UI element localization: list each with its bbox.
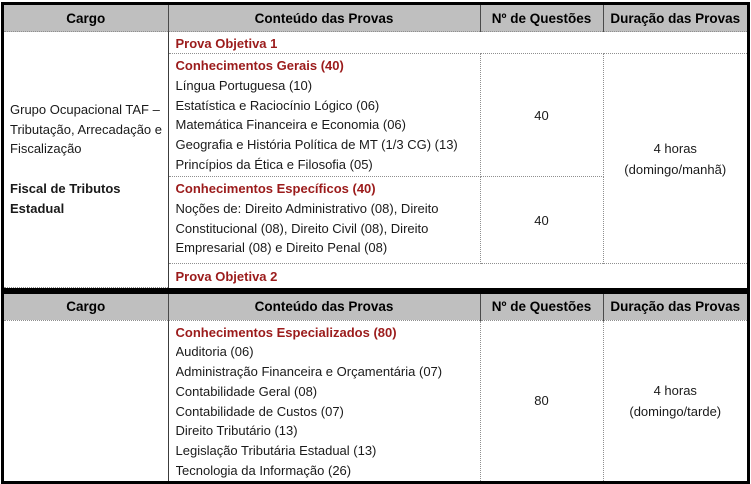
table2: Cargo Conteúdo das Provas Nº de Questões… [4,293,747,481]
duration-time: 4 horas [653,140,697,156]
duration-shift: (domingo/tarde) [629,403,722,419]
list-item: Matemática Financeira e Economia (06) [175,117,407,133]
header-duracao: Duração das Provas [602,5,747,32]
list-item: Administração Financeira e Orçamentária … [175,364,443,380]
table2-header-row: Cargo Conteúdo das Provas Nº de Questões… [4,293,747,321]
list-item: Geografia e História Política de MT (1/3… [175,137,458,153]
list-item: Legislação Tributária Estadual (13) [175,443,377,459]
list-item: Tecnologia da Informação (26) [175,463,352,479]
conhecimentos-especificos-title: Conhecimentos Específicos (40) [175,181,376,196]
list-item: Princípios da Ética e Filosofia (05) [175,156,373,172]
list-item: Contabilidade de Custos (07) [175,403,344,419]
conhecimentos-especificos-row: Conhecimentos Específicos (40) Noções de… [4,176,747,264]
table2-duration-cell: 4 horas (domingo/tarde) [602,319,747,481]
prova-objetiva-2-cell: Prova Objetiva 2 [168,263,747,287]
especializados-questions-count: 80 [479,319,604,481]
prova-objetiva-1-label: Prova Objetiva 1 [175,35,278,51]
list-item: Língua Portuguesa (10) [175,77,313,93]
table1: Cargo Conteúdo das Provas Nº de Questões… [4,5,747,288]
list-item: Direito Tributário (13) [175,423,298,439]
especificos-questions-count: 40 [479,176,603,264]
especificos-paragraph: Noções de: Direito Administrativo (08), … [175,200,439,256]
prova-objetiva-1-row: Grupo Ocupacional TAF – Tributação, Arre… [4,31,747,288]
list-item: Auditoria (06) [175,344,254,360]
conhecimentos-especificos-cell: Conhecimentos Específicos (40) Noções de… [168,176,481,264]
list-item: Contabilidade Geral (08) [175,383,318,399]
duration-time: 4 horas [653,382,697,398]
table2-wrapper: Cargo Conteúdo das Provas Nº de Questões… [1,290,750,484]
table1-wrapper: Cargo Conteúdo das Provas Nº de Questões… [1,2,750,291]
table1-header-row: Cargo Conteúdo das Provas Nº de Questões… [4,5,747,32]
header-conteudo: Conteúdo das Provas [167,5,481,32]
cargo-group-text: Grupo Ocupacional TAF – Tributação, Arre… [10,101,162,157]
conhecimentos-gerais-title: Conhecimentos Gerais (40) [175,58,344,73]
conhecimentos-especializados-row: Conhecimentos Especializados (80) Audito… [4,319,747,481]
header-questoes: Nº de Questões [479,293,604,321]
cargo-cell: Grupo Ocupacional TAF – Tributação, Arre… [4,31,169,288]
prova-objetiva-1-cell: Prova Objetiva 1 [167,31,747,54]
header-conteudo: Conteúdo das Provas [167,293,481,321]
cargo-role-text: Fiscal de Tributos Estadual [10,181,121,216]
duration-shift: (domingo/manhã) [624,161,727,177]
prova-objetiva-2-label: Prova Objetiva 2 [175,268,278,284]
conhecimentos-gerais-row: Conhecimentos Gerais (40) Língua Portugu… [4,53,747,264]
header-cargo: Cargo [4,5,169,32]
prova-objetiva-2-row: Prova Objetiva 2 [4,263,747,287]
header-duracao: Duração das Provas [602,293,747,321]
header-cargo: Cargo [4,293,169,321]
cargo-cell-empty [4,319,169,481]
gerais-questions-count: 40 [479,53,604,177]
header-questoes: Nº de Questões [479,5,604,32]
list-item: Estatística e Raciocínio Lógico (06) [175,97,380,113]
conhecimentos-especializados-cell: Conhecimentos Especializados (80) Audito… [167,319,481,481]
conhecimentos-especializados-title: Conhecimentos Especializados (80) [175,324,397,340]
table1-duration-cell: 4 horas (domingo/manhã) [602,53,747,264]
conhecimentos-gerais-cell: Conhecimentos Gerais (40) Língua Portugu… [168,53,481,177]
